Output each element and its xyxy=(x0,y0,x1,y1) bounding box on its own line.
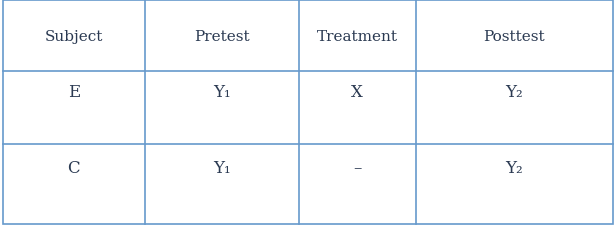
Text: X: X xyxy=(351,84,363,101)
Text: Y₁: Y₁ xyxy=(213,84,230,101)
Text: Pretest: Pretest xyxy=(194,30,249,43)
Text: C: C xyxy=(68,160,80,177)
Text: Y₂: Y₂ xyxy=(506,160,523,177)
Text: Y₁: Y₁ xyxy=(213,160,230,177)
Text: –: – xyxy=(353,160,362,177)
Text: Posttest: Posttest xyxy=(484,30,545,43)
Text: E: E xyxy=(68,84,80,101)
Text: Y₂: Y₂ xyxy=(506,84,523,101)
Text: Treatment: Treatment xyxy=(317,30,398,43)
Text: Subject: Subject xyxy=(45,30,103,43)
